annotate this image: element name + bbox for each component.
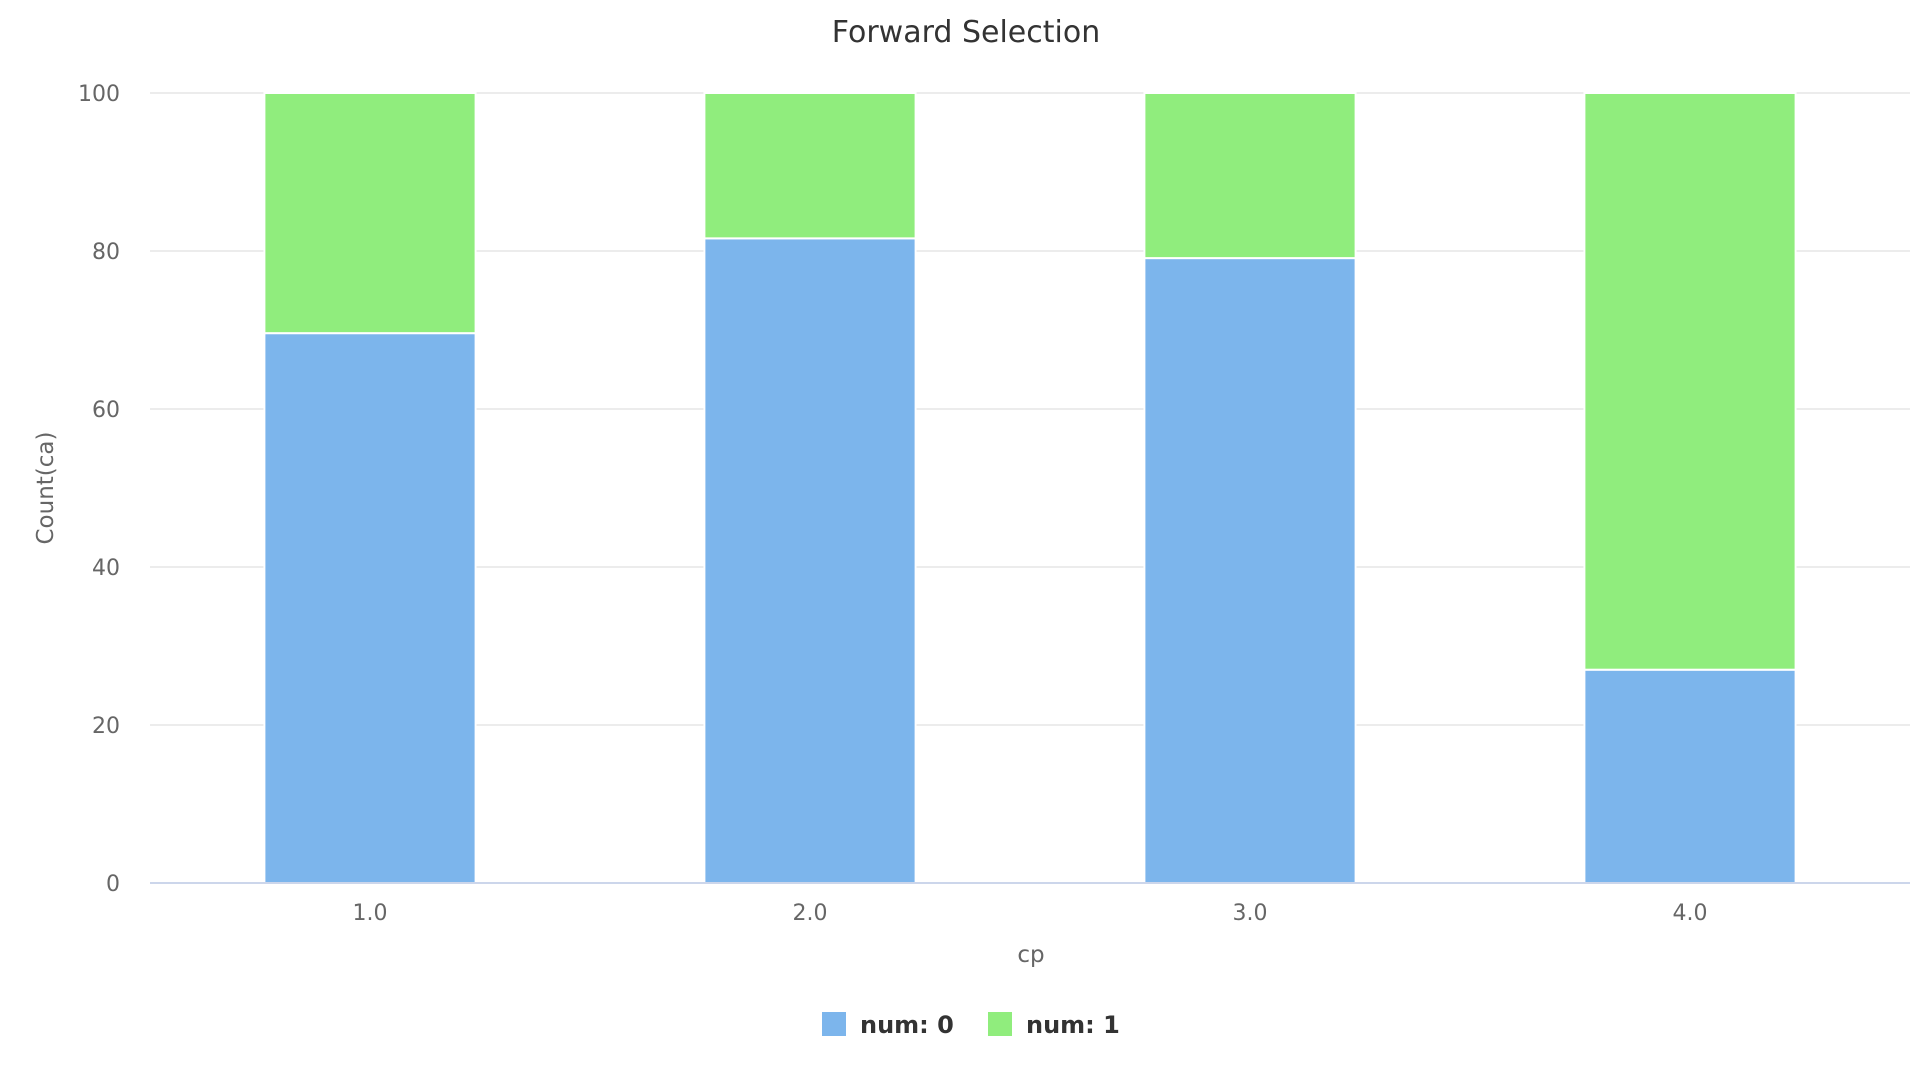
- bar-segment-num-1[interactable]: [1143, 92, 1357, 260]
- y-tick-label: 80: [92, 240, 120, 265]
- y-tick-label: 0: [106, 872, 120, 897]
- bar-segment-num-1[interactable]: [1583, 92, 1797, 671]
- legend-label: num: 0: [860, 1011, 954, 1039]
- legend-label: num: 1: [1026, 1011, 1120, 1039]
- y-tick-label: 20: [92, 714, 120, 739]
- y-axis-title: Count(ca): [33, 432, 59, 545]
- x-tick-label: 3.0: [1233, 901, 1268, 926]
- y-tick-label: 40: [92, 556, 120, 581]
- bar-segment-num-0[interactable]: [703, 237, 917, 885]
- bar-segment-num-0[interactable]: [263, 332, 477, 885]
- chart-title: Forward Selection: [832, 15, 1100, 50]
- y-tick-label: 60: [92, 398, 120, 423]
- legend-item-num-0[interactable]: num: 0: [822, 1011, 954, 1039]
- bar-segment-num-0[interactable]: [1143, 257, 1357, 884]
- bar-segment-num-1[interactable]: [703, 92, 917, 240]
- y-axis-ticks: 0 20 40 60 80 100: [78, 82, 120, 897]
- legend-swatch: [822, 1012, 846, 1036]
- x-axis-ticks: 1.0 2.0 3.0 4.0: [353, 901, 1708, 926]
- x-tick-label: 2.0: [793, 901, 828, 926]
- bar-segment-num-0[interactable]: [1583, 668, 1797, 885]
- x-axis-title: cp: [1017, 942, 1044, 968]
- legend-swatch: [988, 1012, 1012, 1036]
- legend[interactable]: num: 0 num: 1: [822, 1011, 1120, 1039]
- legend-item-num-1[interactable]: num: 1: [988, 1011, 1120, 1039]
- x-tick-label: 4.0: [1673, 901, 1708, 926]
- x-tick-label: 1.0: [353, 901, 388, 926]
- y-tick-label: 100: [78, 82, 120, 107]
- bar-segment-num-1[interactable]: [263, 92, 477, 335]
- bars: [263, 92, 1797, 885]
